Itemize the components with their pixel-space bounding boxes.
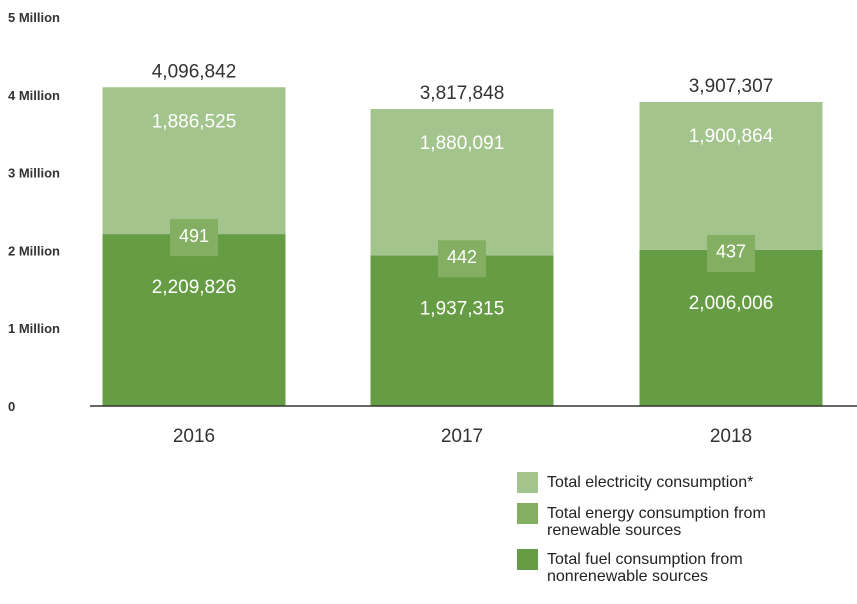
data-label-total: 4,096,842 [152, 61, 237, 82]
y-tick-label: 1 Million [8, 321, 60, 336]
data-label-renewable: 442 [447, 247, 477, 267]
legend-item-electricity: Total electricity consumption* [517, 472, 847, 493]
legend-label-renewable: Total energy consumption from renewable … [547, 505, 766, 539]
legend-swatch-renewable [517, 503, 538, 524]
bar-segment-electricity [639, 102, 823, 250]
data-label-total: 3,817,848 [420, 83, 505, 104]
y-tick-label: 0 [8, 399, 15, 414]
y-tick-label: 3 Million [8, 166, 60, 181]
data-label-fuel: 2,209,826 [152, 277, 237, 298]
bar-segment-fuel [102, 234, 286, 406]
data-label-renewable: 437 [716, 242, 746, 262]
legend-item-renewable: Total energy consumption from renewable … [517, 503, 847, 539]
y-tick-label: 4 Million [8, 88, 60, 103]
legend-swatch-electricity [517, 472, 538, 493]
legend-swatch-fuel [517, 549, 538, 570]
data-label-fuel: 1,937,315 [420, 298, 505, 319]
x-tick-label: 2016 [173, 426, 215, 447]
bar-segment-electricity [102, 87, 286, 235]
bar-segment-renewable [438, 240, 486, 278]
data-label-electricity: 1,900,864 [689, 126, 774, 147]
bar-segment-renewable [707, 234, 755, 272]
legend-item-fuel: Total fuel consumption from nonrenewable… [517, 549, 847, 585]
y-tick-label: 5 Million [8, 10, 60, 25]
legend-label-electricity: Total electricity consumption* [547, 474, 754, 491]
bar-segment-electricity [370, 108, 554, 256]
chart-legend: Total electricity consumption* Total ene… [517, 472, 847, 595]
data-label-electricity: 1,880,091 [420, 133, 505, 154]
bar-segment-renewable [170, 219, 218, 257]
x-tick-label: 2018 [710, 426, 752, 447]
data-label-fuel: 2,006,006 [689, 293, 774, 314]
data-label-renewable: 491 [179, 226, 209, 246]
bar-segment-fuel [639, 249, 823, 406]
legend-label-fuel: Total fuel consumption from nonrenewable… [547, 551, 743, 585]
bar-segment-fuel [370, 255, 554, 406]
data-label-total: 3,907,307 [689, 76, 774, 97]
x-tick-label: 2017 [441, 426, 483, 447]
y-tick-label: 2 Million [8, 243, 60, 258]
data-label-electricity: 1,886,525 [152, 111, 237, 132]
